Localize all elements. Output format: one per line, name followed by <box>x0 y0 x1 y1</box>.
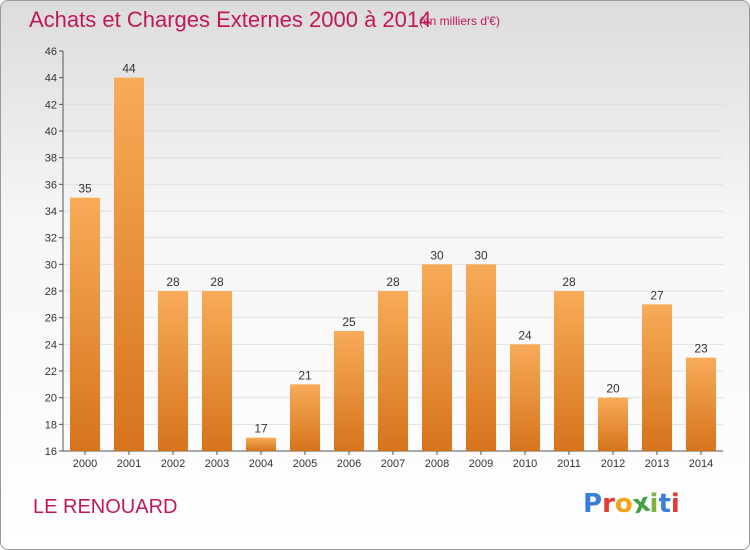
bar <box>642 304 672 451</box>
logo-letter: i <box>670 489 680 519</box>
bar-value-label: 30 <box>430 248 444 262</box>
x-tick-label: 2014 <box>689 458 713 470</box>
chart-unit: (en milliers d'€) <box>419 14 500 28</box>
y-tick-label: 38 <box>45 153 57 165</box>
logo-letter: r <box>602 489 615 519</box>
bar-value-label: 24 <box>518 328 532 342</box>
logo-letter: o <box>614 489 633 519</box>
bar <box>422 264 452 451</box>
y-tick-label: 28 <box>45 286 57 298</box>
x-tick-label: 2002 <box>161 458 185 470</box>
bar <box>554 291 584 451</box>
x-tick-label: 2001 <box>117 458 141 470</box>
x-tick-label: 2004 <box>249 458 273 470</box>
y-tick-label: 18 <box>45 419 57 431</box>
bar-value-label: 27 <box>650 288 664 302</box>
bar <box>686 357 716 451</box>
logo-letter: P <box>583 489 603 519</box>
x-tick-label: 2009 <box>469 458 493 470</box>
y-tick-label: 24 <box>45 339 57 351</box>
bar <box>114 77 144 452</box>
x-tick-label: 2010 <box>513 458 537 470</box>
x-tick-label: 2011 <box>557 458 581 470</box>
bar-value-label: 23 <box>694 342 708 356</box>
bar-value-label: 30 <box>474 248 488 262</box>
y-tick-label: 22 <box>45 366 57 378</box>
x-tick-label: 2013 <box>645 458 669 470</box>
bar <box>466 264 496 451</box>
y-tick-label: 34 <box>45 206 57 218</box>
y-tick-label: 32 <box>45 233 57 245</box>
bar-value-label: 35 <box>78 182 92 196</box>
y-tick-label: 26 <box>45 313 57 325</box>
bar <box>70 197 100 451</box>
bar-value-label: 25 <box>342 315 356 329</box>
logo-letter: t <box>658 489 671 519</box>
bar <box>202 291 232 451</box>
y-tick-label: 40 <box>45 126 57 138</box>
bar <box>598 397 628 451</box>
proxiti-logo[interactable]: Proxiti <box>583 488 680 521</box>
bar <box>378 291 408 451</box>
bar-value-label: 28 <box>166 275 180 289</box>
logo-letter: i <box>649 489 659 519</box>
y-tick-label: 44 <box>45 73 57 85</box>
bar <box>290 384 320 451</box>
labels: 16 18 20 22 24 26 28 30 32 34 36 38 40 42 44 46 35 2000 44… <box>45 46 713 470</box>
bar <box>158 291 188 451</box>
y-tick-label: 36 <box>45 179 57 191</box>
y-tick-label: 20 <box>45 393 57 405</box>
bar <box>334 331 364 451</box>
bar <box>510 344 540 451</box>
x-tick-label: 2003 <box>205 458 229 470</box>
place-name: LE RENOUARD <box>33 496 178 518</box>
x-tick-label: 2008 <box>425 458 449 470</box>
bar <box>246 437 276 451</box>
bar-value-label: 17 <box>254 422 268 436</box>
x-tick-label: 2007 <box>381 458 405 470</box>
x-tick-label: 2012 <box>601 458 625 470</box>
y-tick-label: 30 <box>45 259 57 271</box>
y-tick-label: 42 <box>45 99 57 111</box>
bar-value-label: 28 <box>386 275 400 289</box>
bar-value-label: 21 <box>298 368 312 382</box>
bar-value-label: 44 <box>122 62 136 76</box>
bar-value-label: 28 <box>210 275 224 289</box>
y-tick-label: 46 <box>45 46 57 58</box>
y-tick-label: 16 <box>45 446 57 458</box>
chart-title: Achats et Charges Externes 2000 à 2014 <box>29 7 432 32</box>
bar-value-label: 20 <box>606 382 620 396</box>
bars <box>70 77 716 452</box>
x-tick-label: 2006 <box>337 458 361 470</box>
x-tick-label: 2005 <box>293 458 317 470</box>
x-tick-label: 2000 <box>73 458 97 470</box>
bar-value-label: 28 <box>562 275 576 289</box>
